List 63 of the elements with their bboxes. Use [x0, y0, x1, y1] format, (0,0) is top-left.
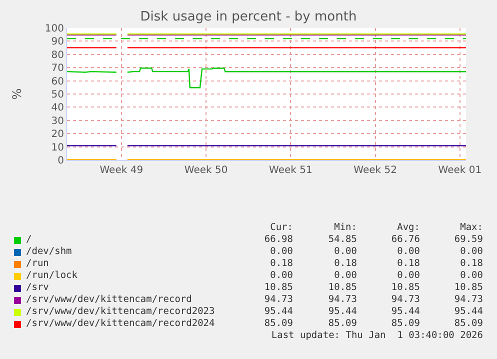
text: 94.73: [264, 294, 293, 306]
text: 0.00: [397, 270, 420, 282]
legend-label: /: [26, 234, 32, 246]
y-tick-label: 40: [51, 102, 64, 114]
text: 85.09: [328, 318, 357, 330]
text: 0.00: [460, 270, 483, 282]
text: 66.76: [391, 234, 420, 246]
legend-label: /srv/www/dev/kittencam/record2024: [26, 318, 215, 330]
text: 95.44: [391, 306, 420, 318]
chart-title: Disk usage in percent - by month: [140, 9, 357, 24]
text: 85.09: [264, 318, 293, 330]
text: 0.00: [270, 270, 293, 282]
y-axis-title: %: [10, 88, 24, 100]
text: 0.00: [334, 246, 357, 258]
text: 69.59: [454, 234, 483, 246]
y-tick-label: 20: [51, 129, 64, 140]
y-tick-label: 50: [51, 90, 64, 100]
legend-label: /dev/shm: [26, 246, 72, 258]
text: Min:: [334, 222, 357, 234]
text: 10.85: [328, 282, 357, 294]
text: 94.73: [454, 294, 483, 306]
y-tick-label: 10: [51, 142, 64, 154]
y-tick-label: 70: [51, 63, 64, 74]
text: 0.00: [334, 270, 357, 282]
text: Last update: Thu Jan 1 03:40:00 2026: [271, 330, 483, 342]
legend-label: /srv/www/dev/kittencam/record: [26, 294, 192, 306]
text: 0.00: [397, 246, 420, 258]
text: 66.98: [264, 234, 293, 246]
y-tick-label: 100: [44, 24, 64, 34]
text: 85.09: [391, 318, 420, 330]
text: Cur:: [270, 222, 293, 234]
text: 85.09: [454, 318, 483, 330]
text: 0.18: [270, 258, 293, 270]
x-tick-label: Week 52: [354, 165, 397, 176]
text: 0.00: [460, 246, 483, 258]
x-tick-label: Week 49: [100, 165, 144, 176]
text: 10.85: [454, 282, 483, 294]
text: 94.73: [391, 294, 420, 306]
text: 54.85: [328, 234, 357, 246]
text: 95.44: [454, 306, 483, 318]
y-tick-label: 30: [51, 116, 64, 127]
text: 95.44: [328, 306, 357, 318]
x-tick-label: Week 50: [184, 165, 228, 176]
text: Avg:: [397, 222, 420, 234]
y-tick-label: 0: [58, 156, 64, 166]
text: 0.18: [397, 258, 420, 270]
y-tick-label: 90: [51, 36, 64, 48]
legend-label: /srv/www/dev/kittencam/record2023: [26, 306, 215, 318]
text: 0.00: [270, 246, 293, 258]
text: 0.18: [334, 258, 357, 270]
x-tick-label: Week 51: [269, 165, 312, 176]
legend-label: /run: [26, 258, 49, 270]
text: 94.73: [328, 294, 357, 306]
text: 95.44: [264, 306, 293, 318]
x-tick-label: Week 01: [438, 165, 482, 176]
text: 10.85: [391, 282, 420, 294]
text: 10.85: [264, 282, 293, 294]
y-tick-label: 80: [51, 50, 64, 61]
text: 0.18: [460, 258, 483, 270]
legend-label: /run/lock: [26, 270, 78, 282]
y-tick-label: 60: [51, 76, 64, 88]
legend-label: /srv: [26, 282, 49, 294]
text: Max:: [460, 222, 483, 234]
